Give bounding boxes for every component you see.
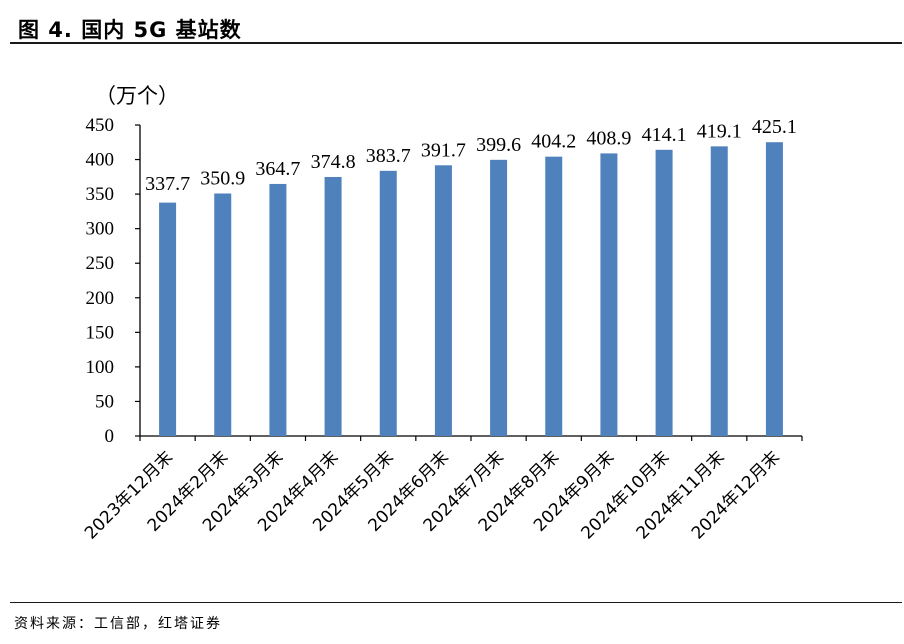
figure-header: 图 4. 国内 5G 基站数: [10, 6, 902, 44]
bar: [765, 142, 783, 436]
bar: [214, 193, 232, 436]
data-label: 399.6: [476, 134, 521, 156]
y-axis-unit-label: （万个）: [95, 84, 179, 108]
bar: [490, 159, 508, 436]
top-divider: [10, 42, 902, 44]
x-tick-labels: 2023年12月末2024年2月末2024年3月末2024年4月末2024年5月…: [81, 447, 784, 543]
data-label: 350.9: [200, 167, 245, 189]
data-label: 408.9: [586, 127, 631, 149]
y-tick-label: 350: [86, 184, 115, 205]
data-label: 337.7: [145, 173, 190, 195]
data-label: 391.7: [421, 139, 466, 161]
y-tick-label: 50: [95, 391, 114, 412]
y-tick-label: 250: [86, 253, 115, 274]
data-label: 374.8: [311, 151, 356, 173]
bar: [655, 149, 673, 436]
bottom-divider: [10, 602, 902, 603]
bar: [600, 153, 618, 436]
data-label: 419.1: [697, 120, 742, 142]
y-tick-label: 400: [86, 150, 115, 171]
data-label: 364.7: [255, 158, 300, 180]
data-label: 425.1: [752, 116, 797, 138]
y-tick-label: 150: [86, 322, 115, 343]
bar: [379, 170, 397, 436]
source-note: 资料来源：工信部，红塔证券: [14, 616, 222, 632]
bars: [159, 142, 783, 436]
bar: [434, 165, 452, 436]
bar: [324, 176, 342, 436]
bar: [269, 183, 287, 436]
y-tick-labels: 0 50 100 150 200 250 300 350 400 450: [86, 115, 115, 447]
y-tick-label: 300: [86, 219, 115, 240]
data-label: 404.2: [531, 131, 576, 153]
bar-chart: （万个） 337.7 350.9 364.7 374.8 383.7 391.7 399.6…: [81, 84, 803, 543]
figure-title: 图 4. 国内 5G 基站数: [18, 18, 242, 42]
y-tick-label: 0: [105, 426, 115, 447]
data-label: 414.1: [642, 124, 687, 146]
bar: [545, 156, 563, 436]
data-label: 383.7: [366, 145, 411, 167]
bar: [710, 146, 728, 436]
bar: [159, 202, 177, 436]
y-tick-label: 450: [86, 115, 115, 136]
data-labels: 337.7 350.9 364.7 374.8 383.7 391.7 399.6 404.2…: [145, 116, 797, 195]
axes: [135, 124, 803, 441]
y-tick-label: 200: [86, 288, 115, 309]
y-tick-label: 100: [86, 357, 115, 378]
